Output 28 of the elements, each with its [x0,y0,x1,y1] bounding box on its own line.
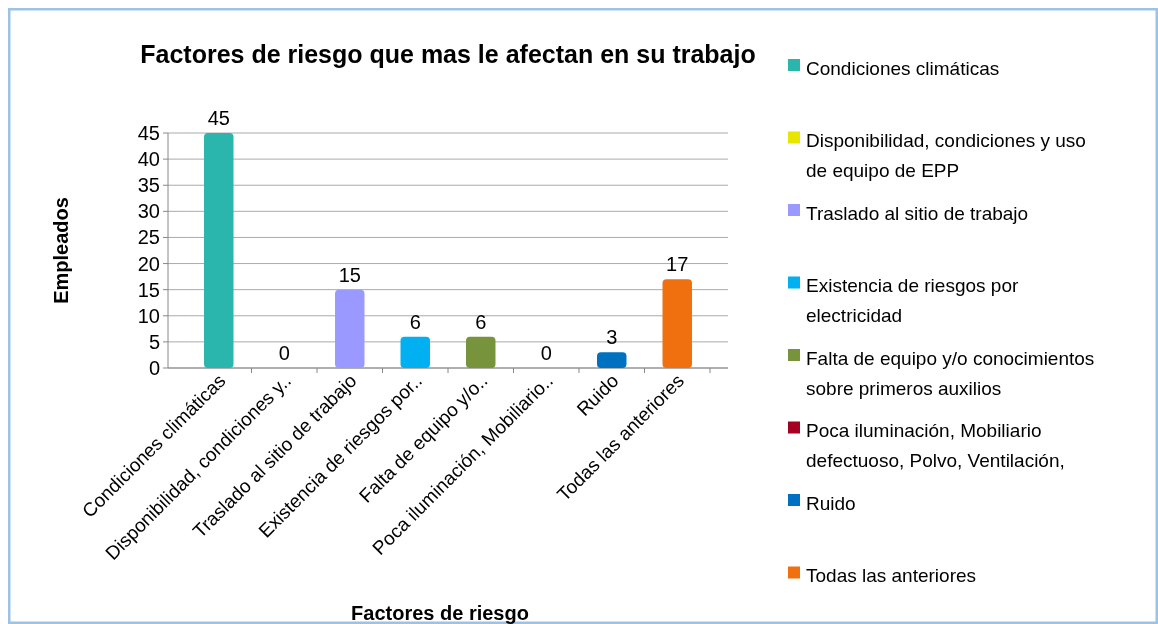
y-tick-label: 20 [137,252,160,275]
x-axis-title: Factores de riesgo [351,602,529,624]
data-label: 6 [475,310,487,333]
y-tick-label: 15 [137,278,160,301]
legend-label: Condiciones climáticas [806,57,1000,79]
y-tick-label: 10 [137,304,160,327]
legend-label: Poca iluminación, Mobiliario defectuoso, Polvo, Ventilación, [806,420,1065,472]
legend-label: Falta de equipo y/o conocimientos sobre primeros auxilios [806,347,1095,399]
legend-label: Todas las anteriores [806,565,977,587]
y-tick-label: 5 [148,330,160,353]
y-tick-label: 30 [137,200,160,223]
y-tick-label: 0 [148,357,160,379]
legend-label: Existencia de riesgos por electricidad [806,275,1019,327]
data-label: 0 [278,342,290,364]
legend-label: Traslado al sitio de trabajo [806,202,1029,224]
data-label: 3 [606,326,618,349]
legend-label: Disponibilidad, condiciones y uso de equipo de EPP [806,130,1086,182]
y-tick-label: 45 [137,122,160,144]
data-label: 17 [666,253,689,276]
y-tick-label: 25 [137,226,160,249]
chart-title: Factores de riesgo que mas le afectan en su trabajo [140,40,756,68]
data-label: 6 [409,310,421,333]
y-tick-label: 40 [137,148,160,171]
y-axis-title: Empleados [50,197,72,304]
data-label: 0 [540,342,552,364]
data-label: 45 [207,107,230,129]
y-tick-label: 35 [137,174,160,197]
data-label: 15 [338,263,361,286]
